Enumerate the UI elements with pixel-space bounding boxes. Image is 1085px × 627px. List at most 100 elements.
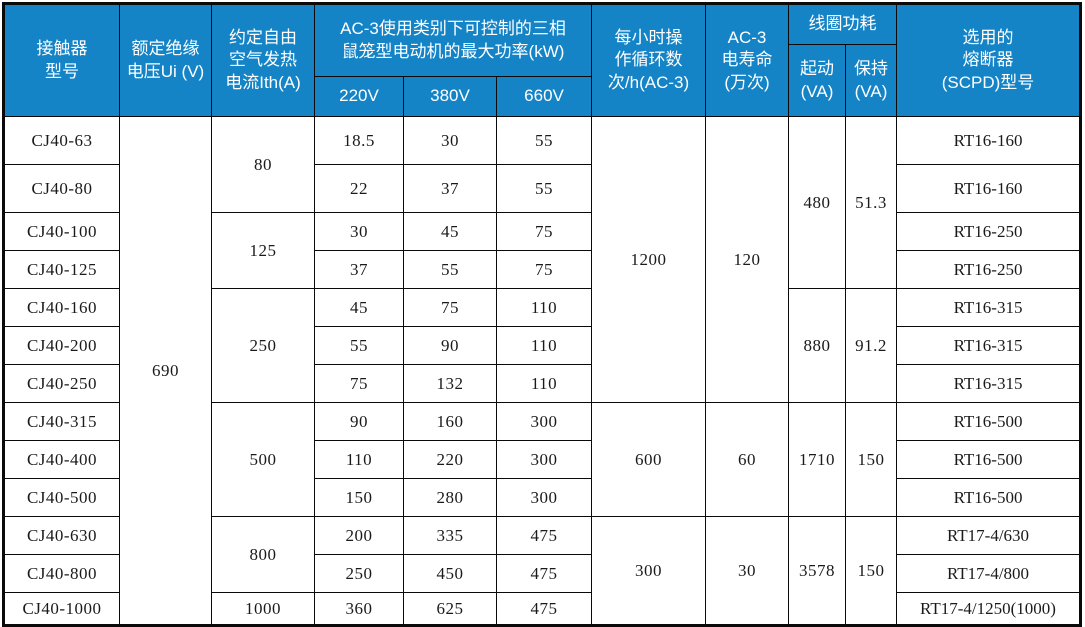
header-p220: 220V: [314, 76, 404, 117]
cell-model: CJ40-80: [3, 164, 120, 213]
header-row: 接触器 型号 额定绝缘 电压Ui (V) 约定自由 空气发热 电流Ith(A) AC-…: [3, 3, 1082, 117]
cell-fuse: RT16-160: [896, 116, 1082, 165]
cell-p220: 200: [314, 516, 404, 555]
cell-electrical-life: 120: [705, 116, 790, 403]
cell-fuse: RT16-315: [896, 326, 1082, 365]
cell-fuse: RT16-315: [896, 288, 1082, 327]
cell-hold-va: 150: [845, 516, 898, 626]
cell-p660: 475: [495, 554, 593, 593]
header-fuse-model: 选用的 熔断器 (SCPD)型号: [896, 3, 1082, 117]
cell-fuse: RT17-4/1250(1000): [896, 592, 1082, 626]
cell-p380: 160: [403, 402, 497, 441]
cell-rated-insulation-voltage: 690: [119, 116, 212, 626]
cell-p220: 360: [314, 592, 404, 626]
cell-p660: 475: [495, 516, 593, 555]
header-model: 接触器 型号: [3, 3, 120, 117]
cell-model: CJ40-200: [3, 326, 120, 365]
cell-hold-va: 150: [845, 402, 898, 517]
cell-p220: 37: [314, 250, 404, 289]
cell-fuse: RT16-500: [896, 478, 1082, 517]
cell-p380: 45: [403, 212, 497, 251]
cell-p380: 625: [403, 592, 497, 626]
cell-fuse: RT16-500: [896, 440, 1082, 479]
cell-hold-va: 91.2: [845, 288, 898, 403]
cell-p220: 90: [314, 402, 404, 441]
table-row: CJ40-1000 1000 360 625 475 RT17-4/1250(1000): [3, 592, 1082, 626]
cell-thermal-current: 800: [211, 516, 315, 593]
cell-p220: 75: [314, 364, 404, 403]
table-row: CJ40-500 150 280 300 RT16-500: [3, 478, 1082, 517]
header-thermal-current: 约定自由 空气发热 电流Ith(A): [211, 3, 315, 117]
header-operating-cycles: 每小时操 作循环数 次/h(AC-3): [591, 3, 707, 117]
cell-p660: 110: [495, 326, 593, 365]
cell-p660: 55: [495, 164, 593, 213]
header-row: 起动 (VA) 保持 (VA): [4, 44, 1081, 117]
cell-fuse: RT16-250: [896, 250, 1082, 289]
cell-thermal-current: 1000: [211, 592, 315, 626]
cell-p220: 45: [314, 288, 404, 327]
cell-p660: 300: [495, 478, 593, 517]
cell-p380: 220: [403, 440, 497, 479]
header-electrical-life: AC-3 电寿命 (万次): [705, 3, 790, 117]
table-row: CJ40-125 37 55 75 RT16-250: [3, 250, 1082, 289]
cell-fuse: RT17-4/800: [896, 554, 1082, 593]
cell-model: CJ40-1000: [3, 592, 120, 626]
cell-p380: 90: [403, 326, 497, 365]
cell-hold-va: 51.3: [845, 116, 898, 289]
cell-electrical-life: 60: [705, 402, 790, 517]
cell-p660: 110: [495, 364, 593, 403]
cell-operating-cycles: 600: [591, 402, 707, 517]
table-row: CJ40-200 55 90 110 RT16-315: [3, 326, 1082, 365]
cell-fuse: RT16-160: [896, 164, 1082, 213]
header-p380: 380V: [403, 76, 497, 117]
cell-p660: 475: [495, 592, 593, 626]
cell-model: CJ40-315: [3, 402, 120, 441]
header-ac3-max-power-group: AC-3使用类别下可控制的三相 鼠笼型电动机的最大功率(kW): [313, 3, 593, 77]
table-row: CJ40-630 800 200 335 475 300 30 3578 150 RT17-4/6…: [3, 516, 1082, 626]
cell-p380: 75: [403, 288, 497, 327]
cell-fuse: RT17-4/630: [896, 516, 1082, 555]
header-rated-insulation-voltage: 额定绝缘 电压Ui (V): [119, 3, 212, 117]
cell-operating-cycles: 1200: [591, 116, 707, 403]
cell-thermal-current: 80: [211, 116, 315, 213]
cell-p380: 37: [403, 164, 497, 213]
header-row: 220V 380V 660V: [4, 76, 1081, 117]
cell-model: CJ40-500: [3, 478, 120, 517]
cell-p660: 55: [495, 116, 593, 165]
cell-p220: 150: [314, 478, 404, 517]
cell-model: CJ40-160: [3, 288, 120, 327]
cell-p220: 18.5: [314, 116, 404, 165]
cell-fuse: RT16-315: [896, 364, 1082, 403]
cell-p380: 280: [403, 478, 497, 517]
cell-p220: 22: [314, 164, 404, 213]
cell-p660: 75: [495, 250, 593, 289]
cell-model: CJ40-100: [3, 212, 120, 251]
cell-p220: 30: [314, 212, 404, 251]
cell-p380: 450: [403, 554, 497, 593]
header-p660: 660V: [495, 76, 593, 117]
cell-model: CJ40-800: [3, 554, 120, 593]
cell-start-va: 3578: [788, 516, 847, 626]
cell-p660: 75: [495, 212, 593, 251]
cell-fuse: RT16-500: [896, 402, 1082, 441]
cell-p220: 250: [314, 554, 404, 593]
spec-table-body: CJ40-63 690 80 18.5 30 55 1200 120 480 51.3 RT16-1…: [3, 116, 1082, 626]
spec-table-header: 接触器 型号 额定绝缘 电压Ui (V) 约定自由 空气发热 电流Ith(A) AC-…: [3, 3, 1082, 117]
table-row: CJ40-160 250 45 75 110 880 91.2 RT16-315: [3, 288, 1082, 403]
cell-p660: 300: [495, 402, 593, 441]
header-hold-va: 保持 (VA): [845, 44, 898, 117]
table-row: CJ40-250 75 132 110 RT16-315: [3, 364, 1082, 403]
cell-thermal-current: 500: [211, 402, 315, 517]
cell-p380: 132: [403, 364, 497, 403]
cell-p380: 30: [403, 116, 497, 165]
cell-start-va: 880: [788, 288, 847, 403]
cell-start-va: 1710: [788, 402, 847, 517]
cell-thermal-current: 250: [211, 288, 315, 403]
cell-model: CJ40-250: [3, 364, 120, 403]
cell-p660: 110: [495, 288, 593, 327]
cell-model: CJ40-63: [3, 116, 120, 165]
cell-p220: 110: [314, 440, 404, 479]
cell-p380: 335: [403, 516, 497, 555]
cell-p220: 55: [314, 326, 404, 365]
